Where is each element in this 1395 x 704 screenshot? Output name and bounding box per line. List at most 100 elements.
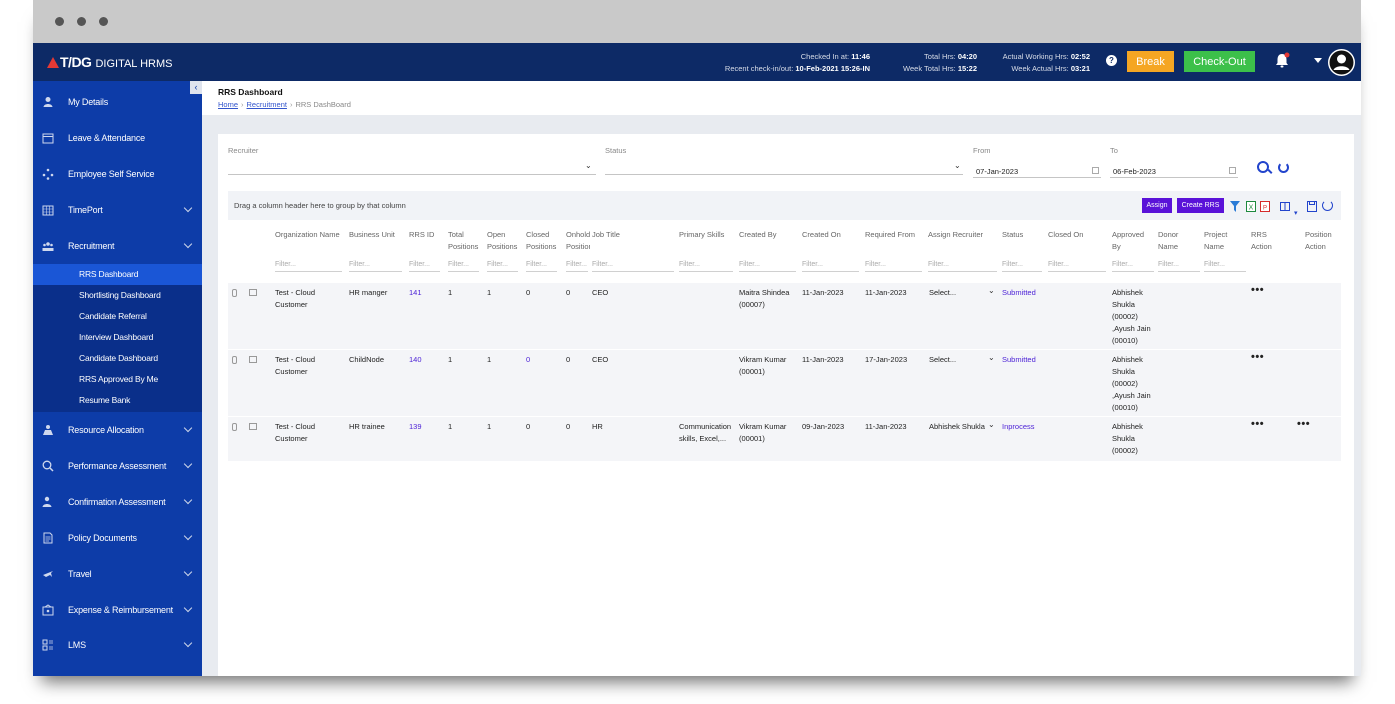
attachment-icon[interactable] [232, 289, 237, 297]
col-onhold-positions[interactable]: OnholdPositions [566, 230, 590, 251]
sidebar-item-lms[interactable]: LMS [33, 631, 202, 659]
table-row[interactable]: Test - Cloud Customer HR manger 141 1 1 0… [228, 283, 1341, 349]
rrs-action-menu-icon[interactable]: ••• [1251, 351, 1265, 363]
sidebar-item-performance-assessment[interactable]: Performance Assessment [33, 452, 202, 480]
col-job-title[interactable]: Job Title [592, 230, 620, 239]
col-organization-name[interactable]: Organization Name [275, 230, 340, 239]
filter-required-from[interactable]: Filter... [865, 260, 922, 272]
col-business-unit[interactable]: Business Unit [349, 230, 395, 239]
col-created-by[interactable]: Created By [739, 230, 777, 239]
col-donor-name[interactable]: Donor Name [1158, 230, 1179, 251]
calendar-icon[interactable] [1092, 167, 1099, 174]
col-approved-by[interactable]: Approved By [1112, 230, 1145, 251]
cell-closed-positions[interactable]: 0 [526, 355, 531, 364]
attachment-icon[interactable] [232, 423, 237, 431]
search-icon[interactable] [1257, 161, 1269, 173]
bell-icon[interactable] [1274, 52, 1290, 70]
sidebar-item-timeport[interactable]: TimePort [33, 196, 202, 224]
submenu-item-candidate-dashboard[interactable]: Candidate Dashboard [79, 353, 158, 363]
group-by-bar[interactable]: Drag a column header here to group by th… [228, 191, 1341, 220]
filter-status[interactable]: Filter... [1002, 260, 1042, 272]
filter-job-title[interactable]: Filter... [592, 260, 674, 272]
col-rrs-id[interactable]: RRS ID [409, 230, 435, 239]
app-logo[interactable]: T/DG DIGITAL HRMS [47, 54, 172, 70]
col-created-on[interactable]: Created On [802, 230, 841, 239]
comment-icon[interactable] [249, 356, 257, 363]
sidebar-item-my-details[interactable]: My Details [33, 88, 202, 116]
col-total-positions[interactable]: Total Positions [448, 230, 479, 251]
col-open-positions[interactable]: Open Positions [487, 230, 518, 251]
breadcrumb-recruitment-link[interactable]: Recruitment [246, 100, 287, 109]
filter-open-positions[interactable]: Filter... [487, 260, 518, 272]
sidebar-item-expense-reimbursement[interactable]: Expense & Reimbursement [33, 596, 202, 624]
breadcrumb-home-link[interactable]: Home [218, 100, 239, 109]
columns-caret-icon[interactable]: ▾ [1294, 210, 1298, 217]
filter-onhold-positions[interactable]: Filter... [566, 260, 588, 272]
cell-rrs-id-link[interactable]: 140 [409, 355, 422, 364]
col-project-name[interactable]: Project Name [1204, 230, 1228, 251]
submenu-item-rrs-approved-by-me[interactable]: RRS Approved By Me [79, 374, 159, 384]
sidebar-item-confirmation-assessment[interactable]: Confirmation Assessment [33, 488, 202, 516]
submenu-item-shortlisting-dashboard[interactable]: Shortlisting Dashboard [79, 290, 161, 300]
pdf-export-icon[interactable]: P [1260, 201, 1270, 212]
rrs-action-menu-icon[interactable]: ••• [1251, 418, 1265, 430]
filter-rrs-id[interactable]: Filter... [409, 260, 440, 272]
sidebar-item-policy-documents[interactable]: Policy Documents [33, 524, 202, 552]
break-button[interactable]: Break [1127, 51, 1174, 72]
table-row[interactable]: Test - Cloud Customer ChildNode 140 1 1 0… [228, 350, 1341, 416]
filter-assign-recruiter[interactable]: Filter... [928, 260, 997, 272]
col-primary-skills[interactable]: Primary Skills [679, 230, 725, 239]
sidebar-collapse-button[interactable]: ‹ [190, 81, 202, 94]
save-icon[interactable] [1307, 201, 1317, 212]
filter-organization-name[interactable]: Filter... [275, 260, 342, 272]
chevron-down-icon[interactable]: ⌄ [988, 353, 995, 362]
filter-donor-name[interactable]: Filter... [1158, 260, 1200, 272]
recruiter-select[interactable]: Select... [929, 288, 957, 297]
col-position-action[interactable]: Position Action [1305, 230, 1332, 251]
position-action-menu-icon[interactable]: ••• [1297, 418, 1311, 430]
from-date-input[interactable]: 07-Jan-2023 [976, 167, 1019, 176]
filter-total-positions[interactable]: Filter... [448, 260, 479, 272]
excel-export-icon[interactable]: X [1246, 201, 1256, 212]
to-date-input[interactable]: 06-Feb-2023 [1113, 167, 1156, 176]
calendar-icon[interactable] [1229, 167, 1236, 174]
comment-icon[interactable] [249, 289, 257, 296]
attachment-icon[interactable] [232, 356, 237, 364]
chevron-down-icon[interactable]: ⌄ [954, 161, 961, 170]
filter-created-by[interactable]: Filter... [739, 260, 796, 272]
filter-closed-on[interactable]: Filter... [1048, 260, 1106, 272]
filter-created-on[interactable]: Filter... [802, 260, 859, 272]
col-rrs-action[interactable]: RRS Action [1251, 230, 1272, 251]
recruiter-select[interactable]: Abhishek Shukla [929, 422, 985, 431]
sidebar-item-recruitment[interactable]: Recruitment [33, 232, 202, 260]
cell-status[interactable]: Inprocess [1002, 422, 1035, 431]
col-required-from[interactable]: Required From [865, 230, 916, 239]
cell-rrs-id-link[interactable]: 139 [409, 422, 422, 431]
rrs-action-menu-icon[interactable]: ••• [1251, 284, 1265, 296]
submenu-item-resume-bank[interactable]: Resume Bank [79, 395, 131, 405]
sidebar-item-resource-allocation[interactable]: Resource Allocation [33, 416, 202, 444]
cell-status[interactable]: Submitted [1002, 355, 1036, 364]
sidebar-item-leave-attendance[interactable]: Leave & Attendance [33, 124, 202, 152]
submenu-item-interview-dashboard[interactable]: Interview Dashboard [79, 332, 154, 342]
submenu-item-rrs-dashboard[interactable]: RRS Dashboard [33, 264, 202, 285]
profile-menu-caret-icon[interactable] [1314, 58, 1322, 63]
avatar[interactable] [1328, 49, 1355, 76]
cell-rrs-id-link[interactable]: 141 [409, 288, 422, 297]
chevron-down-icon[interactable]: ⌄ [585, 161, 592, 170]
status-select[interactable] [605, 174, 963, 175]
sidebar-item-employee-self-service[interactable]: Employee Self Service [33, 160, 202, 188]
table-row[interactable]: Test - Cloud Customer HR trainee 139 1 1 … [228, 417, 1341, 461]
recruiter-select[interactable] [228, 174, 596, 175]
sidebar-item-travel[interactable]: Travel [33, 560, 202, 588]
filter-primary-skills[interactable]: Filter... [679, 260, 733, 272]
refresh-icon[interactable] [1278, 162, 1289, 173]
grid-refresh-icon[interactable] [1322, 200, 1333, 211]
col-status[interactable]: Status [1002, 230, 1024, 239]
recruiter-select[interactable]: Select... [929, 355, 957, 364]
filter-approved-by[interactable]: Filter... [1112, 260, 1154, 272]
comment-icon[interactable] [249, 423, 257, 430]
help-icon[interactable]: ? [1106, 55, 1117, 66]
col-closed-positions[interactable]: Closed Positions [526, 230, 557, 251]
col-closed-on[interactable]: Closed On [1048, 230, 1084, 239]
